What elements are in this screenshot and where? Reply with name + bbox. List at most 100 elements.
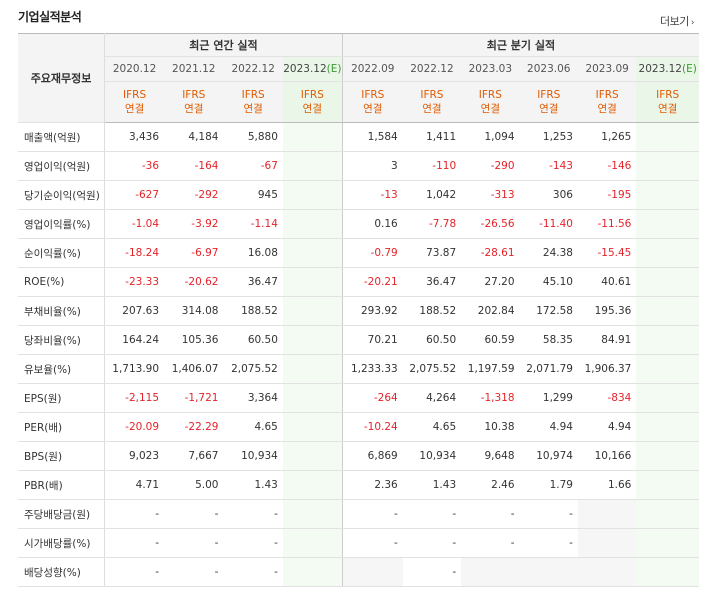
basis-header: IFRS 연결 bbox=[402, 81, 462, 123]
value-cell bbox=[282, 296, 343, 326]
value-cell: - bbox=[223, 557, 283, 587]
row-label: 매출액(억원) bbox=[18, 122, 106, 152]
value-cell: 3 bbox=[341, 151, 403, 181]
basis-consolidation: 연결 bbox=[422, 103, 442, 115]
value-cell: 3,436 bbox=[104, 122, 165, 152]
value-cell bbox=[519, 557, 578, 587]
value-cell: 1,253 bbox=[519, 122, 578, 152]
value-cell: 16.08 bbox=[223, 238, 283, 268]
period-header: 2023.12(E) bbox=[636, 56, 699, 82]
estimate-mark: (E) bbox=[326, 63, 342, 75]
period-label: 2023.03 bbox=[468, 63, 513, 75]
more-link[interactable]: 더보기 › bbox=[660, 13, 695, 29]
value-cell bbox=[577, 528, 637, 558]
value-cell: -13 bbox=[341, 180, 403, 210]
value-cell: -110 bbox=[402, 151, 462, 181]
table-row: 순이익률(%) -18.24 -6.97 16.08 -0.79 73.87 -28.61 2… bbox=[18, 238, 699, 268]
basis-consolidation: 연결 bbox=[597, 103, 617, 115]
value-cell: -2,115 bbox=[104, 383, 165, 413]
table-row: 시가배당률(%) - - - - - - - bbox=[18, 528, 699, 558]
value-cell: 1,042 bbox=[402, 180, 462, 210]
value-cell: 1.79 bbox=[519, 470, 578, 500]
basis-consolidation: 연결 bbox=[658, 103, 678, 115]
value-cell: - bbox=[402, 499, 462, 529]
basis-standard: IFRS bbox=[656, 89, 680, 101]
chevron-right-icon: › bbox=[690, 18, 695, 28]
period-header: 2022.12 bbox=[402, 56, 462, 82]
value-cell: - bbox=[402, 557, 462, 587]
value-cell bbox=[636, 354, 699, 384]
value-cell: -292 bbox=[164, 180, 224, 210]
financial-performance-table: 주요재무정보 최근 연간 실적 최근 분기 실적 2020.12 2021.12 2022… bbox=[18, 33, 699, 587]
value-cell: -6.97 bbox=[164, 238, 224, 268]
basis-consolidation: 연결 bbox=[480, 103, 500, 115]
value-cell: 58.35 bbox=[519, 325, 578, 355]
value-cell bbox=[636, 325, 699, 355]
value-cell bbox=[282, 122, 343, 152]
value-cell: -22.29 bbox=[164, 412, 224, 442]
value-cell: 188.52 bbox=[402, 296, 462, 326]
row-label: 영업이익(억원) bbox=[18, 151, 106, 181]
row-label: EPS(원) bbox=[18, 383, 106, 413]
value-cell: -20.09 bbox=[104, 412, 165, 442]
value-cell: -1,318 bbox=[461, 383, 520, 413]
value-cell: 105.36 bbox=[164, 325, 224, 355]
value-cell bbox=[461, 557, 520, 587]
period-header: 2023.09 bbox=[577, 56, 637, 82]
value-cell: 2,071.79 bbox=[519, 354, 578, 384]
period-label: 2022.12 bbox=[410, 63, 454, 75]
value-cell: 1,233.33 bbox=[341, 354, 403, 384]
period-label: 2022.12 bbox=[231, 63, 275, 75]
basis-consolidation: 연결 bbox=[302, 103, 322, 115]
row-label: 순이익률(%) bbox=[18, 238, 106, 268]
value-cell: - bbox=[164, 528, 224, 558]
value-cell: -1.04 bbox=[104, 209, 165, 239]
value-cell: 10,166 bbox=[577, 441, 637, 471]
value-cell: - bbox=[402, 528, 462, 558]
row-label: 영업이익률(%) bbox=[18, 209, 106, 239]
section-title: 기업실적분석 bbox=[18, 10, 82, 24]
value-cell: 3,364 bbox=[223, 383, 283, 413]
value-cell: 24.38 bbox=[519, 238, 578, 268]
period-header: 2022.12 bbox=[223, 56, 283, 82]
table-row: ROE(%) -23.33 -20.62 36.47 -20.21 36.47 27.20 4… bbox=[18, 267, 699, 297]
basis-standard: IFRS bbox=[300, 89, 324, 101]
value-cell: 10,934 bbox=[223, 441, 283, 471]
value-cell: -20.21 bbox=[341, 267, 403, 297]
value-cell: -36 bbox=[104, 151, 165, 181]
row-label: PBR(배) bbox=[18, 470, 106, 500]
row-label: 당좌비율(%) bbox=[18, 325, 106, 355]
table-row: BPS(원) 9,023 7,667 10,934 6,869 10,934 9,648 10… bbox=[18, 441, 699, 471]
value-cell: -18.24 bbox=[104, 238, 165, 268]
period-label: 2020.12 bbox=[112, 63, 157, 75]
value-cell: 1,713.90 bbox=[104, 354, 165, 384]
value-cell: - bbox=[164, 499, 224, 529]
value-cell: 314.08 bbox=[164, 296, 224, 326]
value-cell bbox=[636, 296, 699, 326]
value-cell: 10.38 bbox=[461, 412, 520, 442]
value-cell: 0.16 bbox=[341, 209, 403, 239]
annual-group-header: 최근 연간 실적 bbox=[104, 33, 343, 57]
value-cell bbox=[636, 151, 699, 181]
table-row: PER(배) -20.09 -22.29 4.65 -10.24 4.65 10.38 4.9… bbox=[18, 412, 699, 442]
value-cell: 36.47 bbox=[223, 267, 283, 297]
value-cell bbox=[636, 557, 699, 587]
value-cell bbox=[636, 470, 699, 500]
value-cell: 10,934 bbox=[402, 441, 462, 471]
period-label: 2023.06 bbox=[527, 63, 571, 75]
value-cell: -146 bbox=[577, 151, 637, 181]
period-label: 2023.09 bbox=[585, 63, 629, 75]
value-cell: - bbox=[104, 528, 165, 558]
value-cell bbox=[282, 151, 343, 181]
value-cell: 945 bbox=[223, 180, 283, 210]
value-cell: 4.94 bbox=[519, 412, 578, 442]
value-cell: 6,869 bbox=[341, 441, 403, 471]
value-cell: - bbox=[519, 499, 578, 529]
value-cell bbox=[636, 267, 699, 297]
basis-header: IFRS 연결 bbox=[461, 81, 520, 123]
value-cell: -15.45 bbox=[577, 238, 637, 268]
value-cell: 84.91 bbox=[577, 325, 637, 355]
value-cell: 1,411 bbox=[402, 122, 462, 152]
value-cell bbox=[636, 209, 699, 239]
value-cell: 172.58 bbox=[519, 296, 578, 326]
